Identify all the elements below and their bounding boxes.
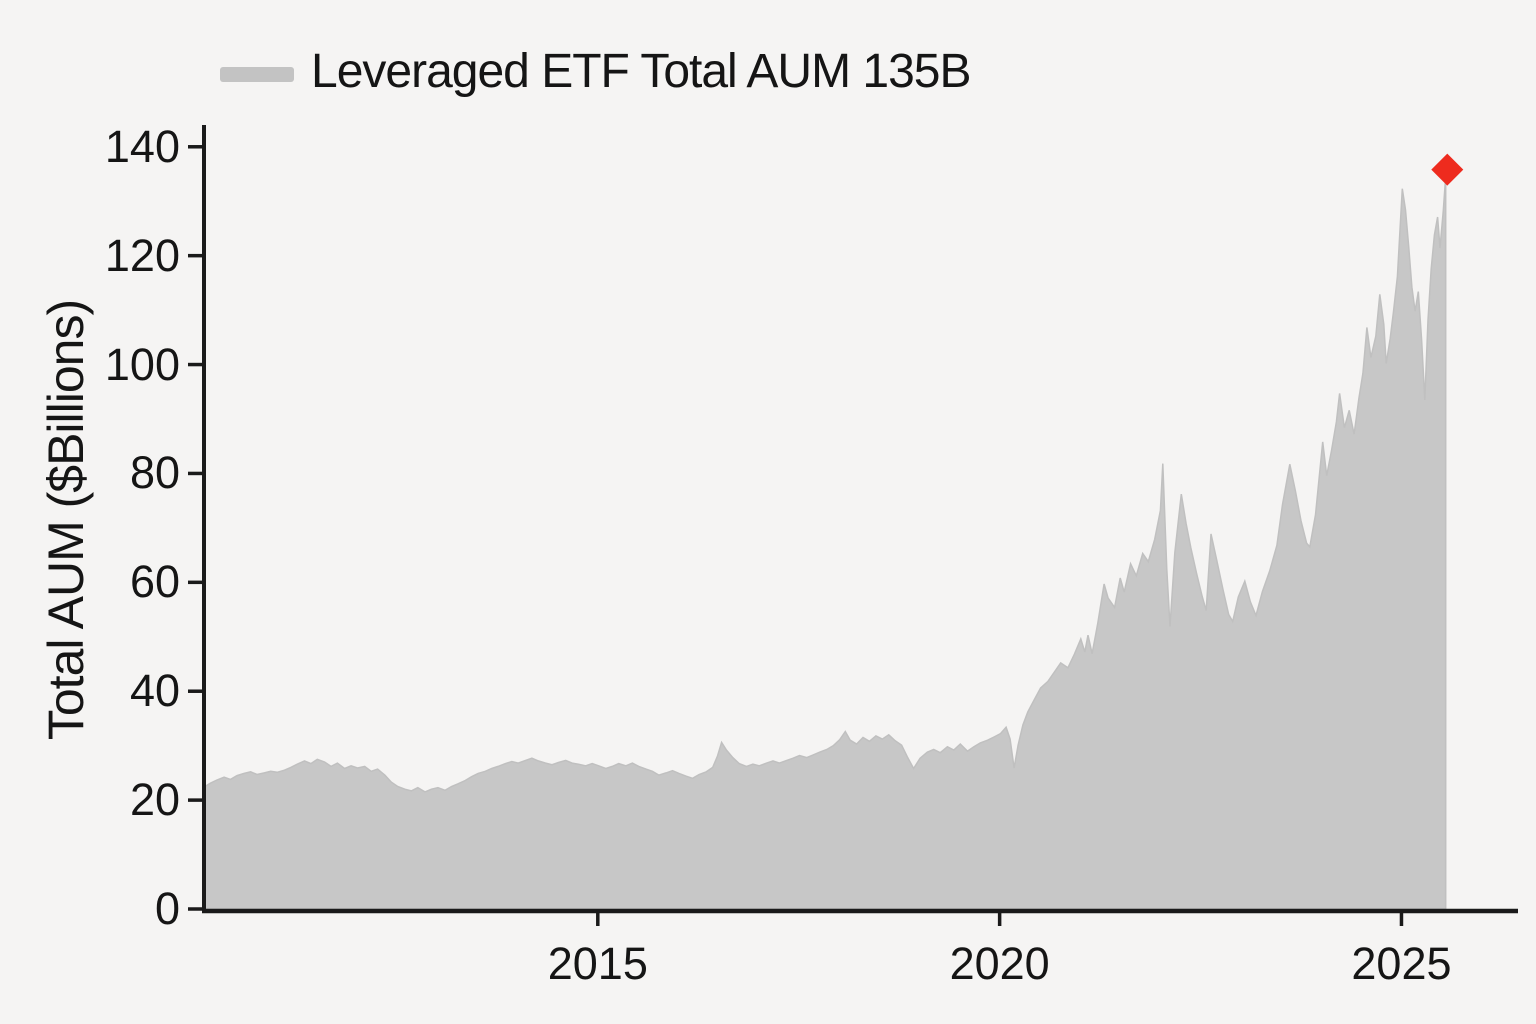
legend: Leveraged ETF Total AUM 135B [220, 44, 971, 99]
y-tick-label-120: 120 [104, 229, 180, 281]
x-tick-label-2020: 2020 [949, 938, 1050, 989]
legend-swatch-line [220, 67, 294, 83]
y-tick-label-40: 40 [129, 665, 180, 717]
y-tick-label-100: 100 [104, 338, 180, 390]
legend-label: Leveraged ETF Total AUM 135B [311, 45, 971, 98]
y-tick-label-0: 0 [154, 883, 180, 934]
y-tick-label-80: 80 [129, 447, 180, 499]
y-tick-label-60: 60 [129, 556, 180, 608]
y-tick-label-20: 20 [129, 774, 180, 826]
x-tick-label-2025: 2025 [1351, 938, 1452, 989]
x-tick-label-2015: 2015 [547, 938, 648, 989]
y-tick-label-140: 140 [104, 120, 180, 172]
